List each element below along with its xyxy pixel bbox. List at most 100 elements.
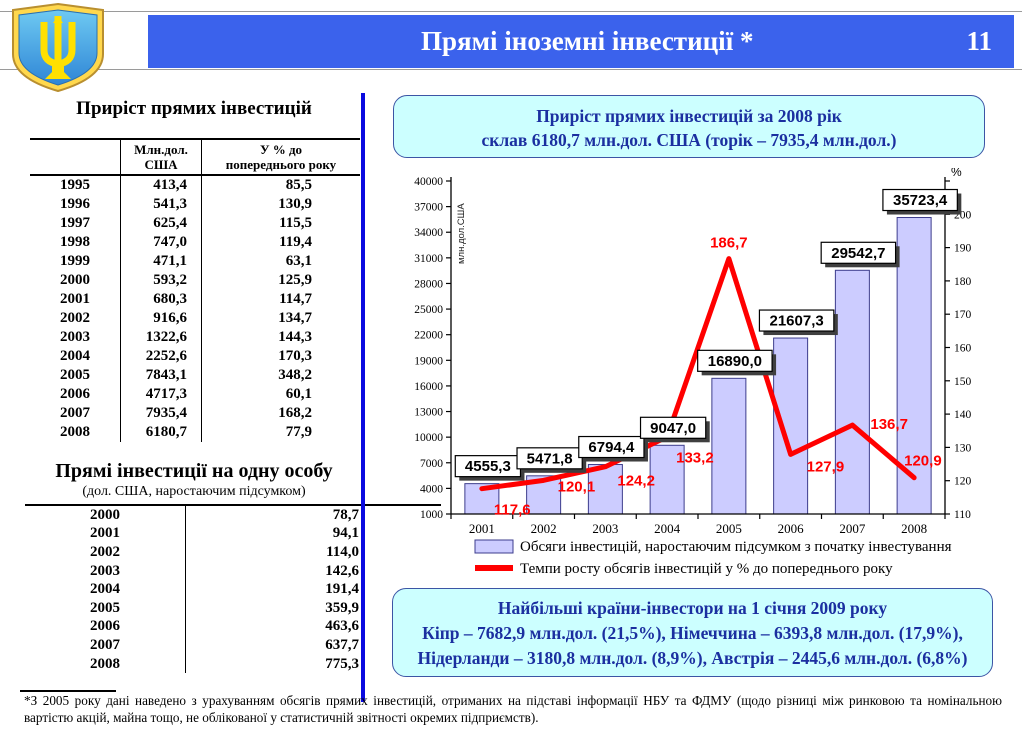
- bar-value-label: 5471,8: [527, 450, 573, 467]
- table-cell: 78,7: [185, 505, 441, 525]
- table-cell: 2003: [60, 329, 90, 345]
- svg-text:7000: 7000: [420, 458, 443, 470]
- table-cell: 114,7: [201, 290, 360, 309]
- svg-text:160: 160: [954, 343, 972, 355]
- svg-text:19000: 19000: [414, 355, 443, 367]
- line-value-label: 186,7: [710, 235, 748, 252]
- per-capita-table-title: Прямі інвестиції на одну особу: [55, 460, 333, 482]
- left-axis-label: млн.дол.США: [456, 203, 467, 264]
- table-row: 2008 775,3: [25, 654, 441, 674]
- table-cell: 130,9: [201, 195, 360, 214]
- svg-text:2007: 2007: [839, 521, 866, 536]
- svg-text:130: 130: [954, 442, 972, 454]
- table-cell: 2001: [60, 291, 90, 307]
- table-row: 2003 1322,6 144,3: [30, 328, 360, 347]
- table-row: 1996 541,3 130,9: [30, 195, 360, 214]
- table-cell: 348,2: [201, 366, 360, 385]
- table-row: 2003 142,6: [25, 561, 441, 581]
- svg-text:170: 170: [954, 309, 972, 321]
- table-row: 1999 471,1 63,1: [30, 252, 360, 271]
- line-value-label: 120,9: [904, 453, 942, 470]
- table-cell: 119,4: [201, 233, 360, 252]
- table-cell: 168,2: [201, 404, 360, 423]
- table-cell: 1995: [60, 177, 90, 193]
- svg-text:40000: 40000: [414, 176, 443, 188]
- table-cell: 2007: [90, 636, 120, 653]
- bar-value-label: 35723,4: [893, 192, 948, 209]
- table-row: 1997 625,4 115,5: [30, 214, 360, 233]
- table-row: 2006 4717,3 60,1: [30, 385, 360, 404]
- table-cell: 413,4: [120, 175, 202, 195]
- legend-bar-label: Обсяги інвестицій, наростаючим підсумком…: [520, 539, 952, 555]
- table-cell: 637,7: [185, 636, 441, 655]
- bar-2004: [649, 444, 685, 515]
- page-title: Прямі іноземні інвестиції *: [421, 26, 754, 56]
- table-cell: 115,5: [201, 214, 360, 233]
- bar-2008: [896, 217, 932, 515]
- bar-value-label: 9047,0: [650, 420, 696, 437]
- growth-rate-line: [479, 256, 917, 492]
- bar-value-label: 21607,3: [770, 313, 824, 330]
- table-cell: 1997: [60, 215, 90, 231]
- table-cell: 1999: [60, 253, 90, 269]
- svg-text:25000: 25000: [414, 304, 443, 316]
- header-mln-usd-cell: Млн.дол. США: [120, 139, 202, 176]
- svg-text:34000: 34000: [414, 227, 443, 239]
- table-cell: 593,2: [120, 271, 202, 290]
- table-cell: 625,4: [120, 214, 202, 233]
- table-row: 2005 7843,1 348,2: [30, 366, 360, 385]
- legend-line-label: Темпи росту обсягів інвестицій у % до по…: [520, 561, 893, 577]
- table-row: 2007 637,7: [25, 636, 441, 655]
- per-capita-table: 2000 78,7 2001 94,1 2002 114,0 2003 142,6 2004 19…: [25, 504, 441, 674]
- svg-text:2003: 2003: [592, 521, 618, 536]
- table-cell: 142,6: [185, 561, 441, 581]
- table-cell: 85,5: [201, 175, 360, 195]
- table-cell: 191,4: [185, 580, 441, 599]
- svg-text:2006: 2006: [778, 521, 805, 536]
- callout-line: Нідерланди – 3180,8 млн.дол. (8,9%), Авс…: [417, 648, 968, 668]
- svg-text:110: 110: [954, 509, 971, 521]
- vertical-divider: [361, 93, 365, 702]
- table-cell: 359,9: [185, 598, 441, 618]
- svg-text:2001: 2001: [469, 521, 495, 536]
- svg-text:150: 150: [954, 376, 972, 388]
- table-row: 2001 680,3 114,7: [30, 290, 360, 309]
- bar-value-label: 6794,4: [588, 439, 635, 456]
- bar-2007: [834, 269, 870, 515]
- bar-value-label: 29542,7: [831, 245, 885, 262]
- table-cell: 2007: [60, 405, 90, 421]
- svg-text:37000: 37000: [414, 202, 443, 214]
- growth-table: Млн.дол. США У % до попереднього року 1995…: [30, 138, 360, 442]
- table-cell: 4717,3: [120, 385, 202, 404]
- svg-text:%: %: [951, 168, 962, 179]
- svg-text:10000: 10000: [414, 432, 443, 444]
- investment-chart: 1000 4000 7000 10000 13000 16000 19000 22000 250…: [398, 165, 1004, 582]
- table-cell: 2004: [60, 348, 90, 364]
- table-cell: 7935,4: [120, 404, 202, 423]
- svg-text:120: 120: [954, 476, 972, 488]
- table-row: 1995 413,4 85,5: [30, 175, 360, 195]
- table-row: 2004 191,4: [25, 580, 441, 599]
- growth-table-header-row: Млн.дол. США У % до попереднього року: [30, 139, 360, 176]
- table-cell: 463,6: [185, 617, 441, 637]
- top-divider-line: [0, 11, 1022, 12]
- svg-text:2005: 2005: [716, 521, 742, 536]
- table-cell: 2002: [60, 310, 90, 326]
- table-cell: 2006: [60, 386, 90, 402]
- table-cell: 775,3: [185, 654, 441, 674]
- chart-svg: 1000 4000 7000 10000 13000 16000 19000 22000 250…: [414, 165, 972, 577]
- table-cell: 1322,6: [120, 328, 202, 347]
- svg-text:140: 140: [954, 409, 972, 421]
- table-cell: 2008: [60, 424, 90, 440]
- callout-line: Найбільші країни-інвестори на 1 січня 20…: [497, 598, 888, 618]
- table-cell: 541,3: [120, 195, 202, 214]
- svg-text:4000: 4000: [420, 483, 443, 495]
- table-row: 2000 593,2 125,9: [30, 271, 360, 290]
- table-cell: 134,7: [201, 309, 360, 328]
- callout-line: склав 6180,7 млн.дол. США (торік – 7935,…: [481, 130, 897, 150]
- table-cell: 2005: [90, 599, 120, 616]
- slide-header: Прямі іноземні інвестиції * 11: [148, 15, 1014, 68]
- table-cell: 114,0: [185, 543, 441, 562]
- table-cell: 747,0: [120, 233, 202, 252]
- table-cell: 2000: [90, 506, 120, 523]
